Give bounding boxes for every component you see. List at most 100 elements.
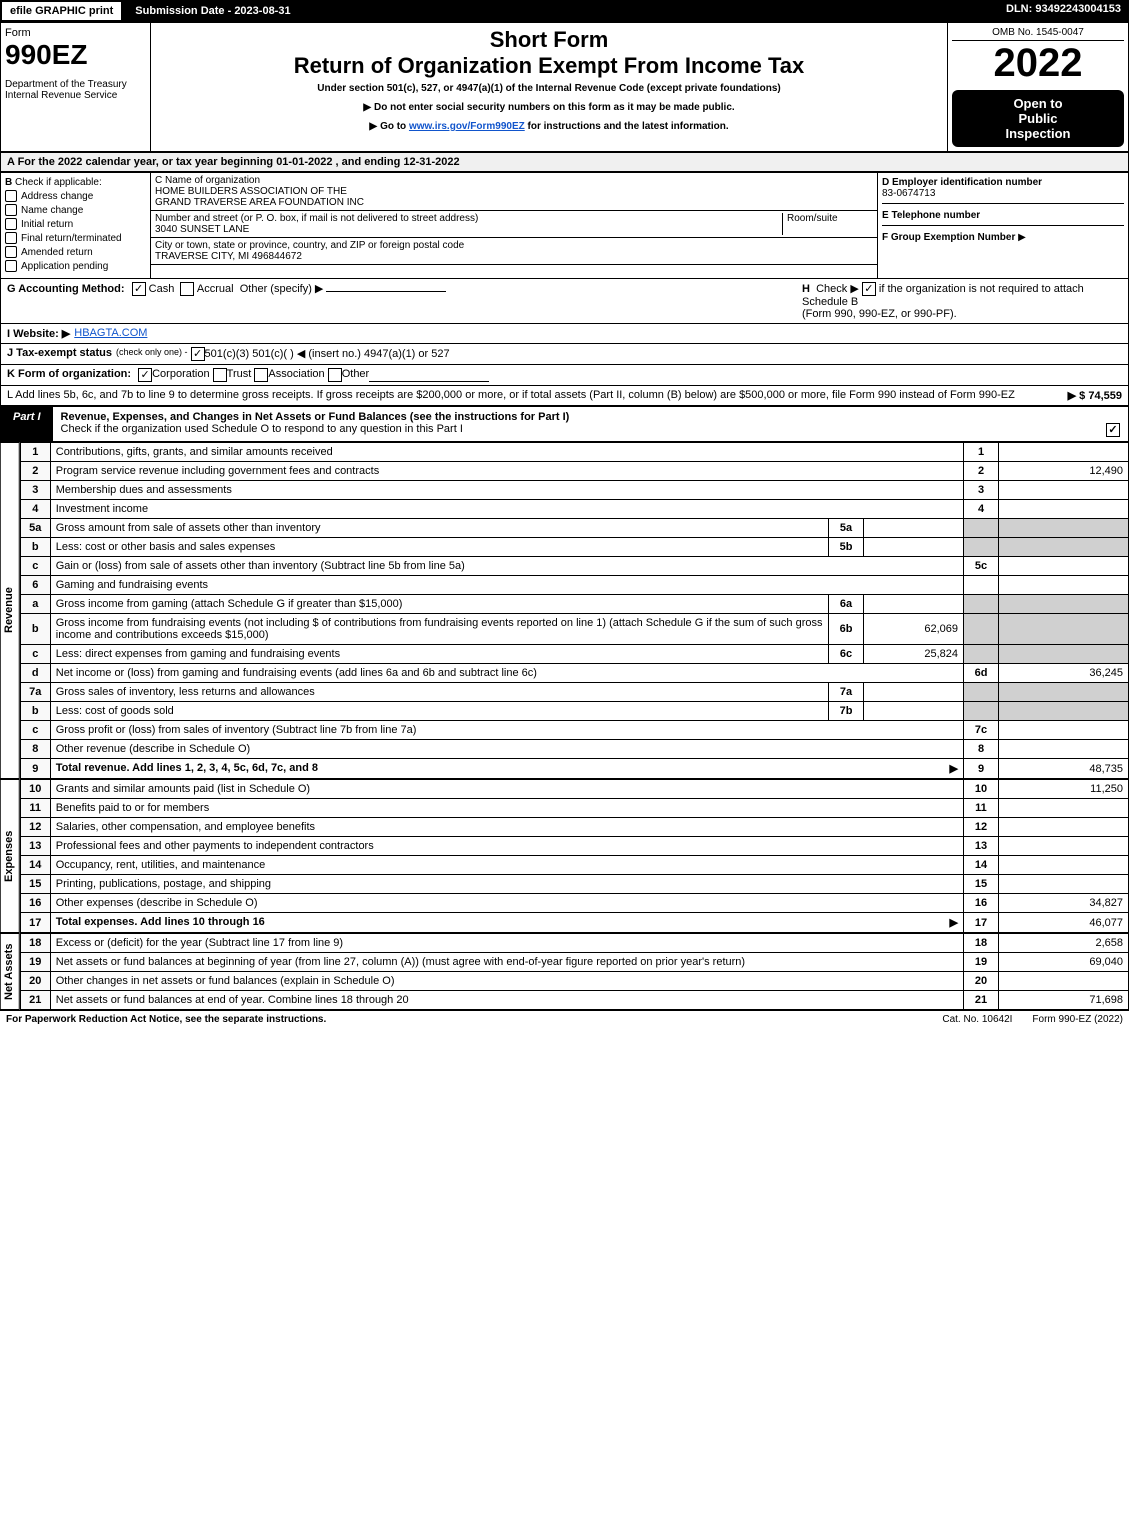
line-number: b bbox=[20, 538, 50, 557]
i-row: I Website: ▶ HBAGTA.COM bbox=[0, 324, 1129, 344]
org-name-line2: GRAND TRAVERSE AREA FOUNDATION INC bbox=[155, 197, 873, 208]
line-description: Less: cost of goods sold bbox=[50, 702, 828, 721]
name-change-checkbox[interactable] bbox=[5, 204, 17, 216]
accrual-checkbox[interactable] bbox=[180, 282, 194, 296]
line-number: b bbox=[20, 614, 50, 645]
amount-cell bbox=[999, 443, 1129, 462]
line-number: 19 bbox=[20, 953, 50, 972]
app-pending-checkbox[interactable] bbox=[5, 260, 17, 272]
b-label: B bbox=[5, 177, 12, 188]
initial-return-label: Initial return bbox=[21, 219, 73, 230]
line-number: 10 bbox=[20, 780, 50, 799]
form-header: Form 990EZ Department of the Treasury In… bbox=[0, 22, 1129, 152]
amended-return-checkbox[interactable] bbox=[5, 246, 17, 258]
arrow-icon: ▶ bbox=[950, 762, 958, 775]
ref-number: 13 bbox=[964, 837, 999, 856]
table-row: 21Net assets or fund balances at end of … bbox=[20, 991, 1128, 1010]
line-description: Gain or (loss) from sale of assets other… bbox=[50, 557, 963, 576]
amount-cell: 36,245 bbox=[999, 664, 1129, 683]
submission-date-label: Submission Date - 2023-08-31 bbox=[123, 0, 302, 22]
ref-shaded bbox=[964, 614, 999, 645]
ref-shaded bbox=[964, 702, 999, 721]
line-number: 3 bbox=[20, 481, 50, 500]
line-description: Other revenue (describe in Schedule O) bbox=[50, 740, 963, 759]
f-label: F Group Exemption Number bbox=[882, 232, 1015, 243]
line-number: a bbox=[20, 595, 50, 614]
ref-shaded bbox=[964, 645, 999, 664]
line-description: Total expenses. Add lines 10 through 16 … bbox=[50, 913, 963, 933]
trust-checkbox[interactable] bbox=[213, 368, 227, 382]
other-org-checkbox[interactable] bbox=[328, 368, 342, 382]
open-line3: Inspection bbox=[958, 126, 1118, 141]
amount-cell: 69,040 bbox=[999, 953, 1129, 972]
line-number: 4 bbox=[20, 500, 50, 519]
line-description: Gaming and fundraising events bbox=[50, 576, 963, 595]
line-number: 18 bbox=[20, 934, 50, 953]
line-description: Net assets or fund balances at end of ye… bbox=[50, 991, 963, 1010]
schedo-text: Check if the organization used Schedule … bbox=[61, 423, 463, 435]
address-change-checkbox[interactable] bbox=[5, 190, 17, 202]
amount-cell bbox=[999, 837, 1129, 856]
irs-link[interactable]: www.irs.gov/Form990EZ bbox=[409, 121, 525, 132]
line-description: Less: cost or other basis and sales expe… bbox=[50, 538, 828, 557]
sub-line-number: 7b bbox=[829, 702, 864, 721]
table-row: dNet income or (loss) from gaming and fu… bbox=[20, 664, 1128, 683]
corporation-checkbox[interactable] bbox=[138, 368, 152, 382]
initial-return-checkbox[interactable] bbox=[5, 218, 17, 230]
ein-value: 83-0674713 bbox=[882, 188, 1124, 199]
amt-shaded bbox=[999, 538, 1129, 557]
table-row: 6Gaming and fundraising events bbox=[20, 576, 1128, 595]
h-checkbox[interactable] bbox=[862, 282, 876, 296]
ref-number: 6d bbox=[964, 664, 999, 683]
goto-prefix: Go to bbox=[369, 121, 409, 132]
sub-line-number: 6a bbox=[829, 595, 864, 614]
ref-number: 10 bbox=[964, 780, 999, 799]
amt-shaded bbox=[999, 595, 1129, 614]
netassets-tab: Net Assets bbox=[0, 933, 20, 1010]
part-1-tab: Part I bbox=[1, 407, 53, 441]
501c3-checkbox[interactable] bbox=[191, 347, 205, 361]
i-label: I Website: ▶ bbox=[7, 327, 70, 340]
ref-number: 12 bbox=[964, 818, 999, 837]
line-number: 2 bbox=[20, 462, 50, 481]
table-row: 10Grants and similar amounts paid (list … bbox=[20, 780, 1128, 799]
accrual-label: Accrual bbox=[197, 283, 234, 295]
ref-number: 4 bbox=[964, 500, 999, 519]
schedo-checkbox[interactable] bbox=[1106, 423, 1120, 437]
name-change-label: Name change bbox=[21, 205, 83, 216]
other-specify-input[interactable] bbox=[326, 291, 446, 292]
cash-checkbox[interactable] bbox=[132, 282, 146, 296]
line-description: Occupancy, rent, utilities, and maintena… bbox=[50, 856, 963, 875]
final-return-checkbox[interactable] bbox=[5, 232, 17, 244]
table-row: 7aGross sales of inventory, less returns… bbox=[20, 683, 1128, 702]
sub-line-number: 5b bbox=[829, 538, 864, 557]
netassets-table: 18Excess or (deficit) for the year (Subt… bbox=[20, 933, 1129, 1010]
form-id-block: Form 990EZ Department of the Treasury In… bbox=[1, 23, 151, 151]
sub-line-value: 25,824 bbox=[864, 645, 964, 664]
line-number: 1 bbox=[20, 443, 50, 462]
line-description: Gross profit or (loss) from sales of inv… bbox=[50, 721, 963, 740]
line-number: 7a bbox=[20, 683, 50, 702]
b-header: Check if applicable: bbox=[15, 177, 102, 188]
line-number: c bbox=[20, 645, 50, 664]
other-org-input[interactable] bbox=[369, 368, 489, 382]
line-number: 13 bbox=[20, 837, 50, 856]
line-description: Other expenses (describe in Schedule O) bbox=[50, 894, 963, 913]
amount-cell: 34,827 bbox=[999, 894, 1129, 913]
line-number: 17 bbox=[20, 913, 50, 933]
dln-label: DLN: 93492243004153 bbox=[998, 0, 1129, 22]
table-row: bLess: cost of goods sold7b bbox=[20, 702, 1128, 721]
ref-number bbox=[964, 576, 999, 595]
j-opts: 501(c)(3) 501(c)( ) ◀ (insert no.) 4947(… bbox=[205, 347, 450, 361]
website-link[interactable]: HBAGTA.COM bbox=[74, 327, 147, 340]
sub-line-number: 7a bbox=[829, 683, 864, 702]
association-checkbox[interactable] bbox=[254, 368, 268, 382]
line-description: Other changes in net assets or fund bala… bbox=[50, 972, 963, 991]
id-column: D Employer identification number 83-0674… bbox=[878, 173, 1128, 278]
efile-print-label[interactable]: efile GRAPHIC print bbox=[0, 0, 123, 22]
part-1-title: Revenue, Expenses, and Changes in Net As… bbox=[53, 407, 1128, 441]
goto-row: Go to www.irs.gov/Form990EZ for instruct… bbox=[155, 117, 943, 136]
line-number: 9 bbox=[20, 759, 50, 779]
open-line2: Public bbox=[958, 111, 1118, 126]
ref-number: 5c bbox=[964, 557, 999, 576]
